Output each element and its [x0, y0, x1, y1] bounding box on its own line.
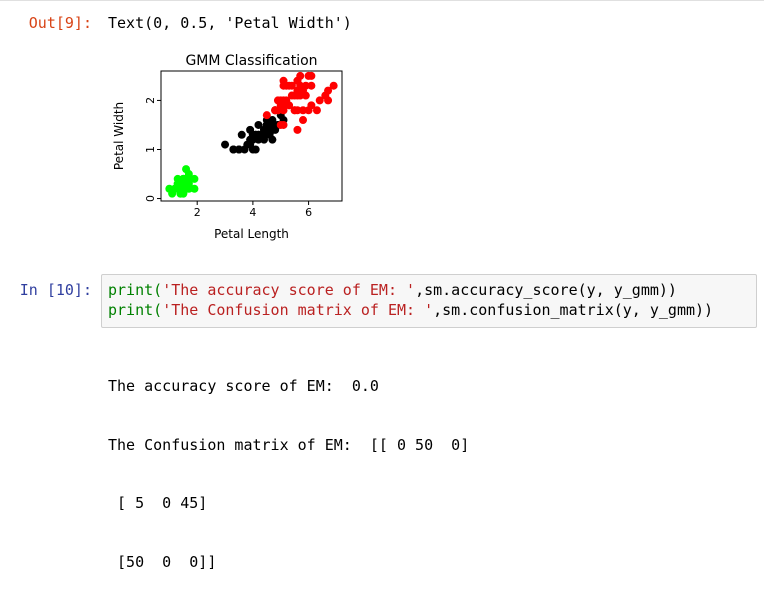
cell-divider: [0, 0, 764, 1]
y-tick-label: 2: [144, 97, 157, 104]
data-point: [237, 130, 246, 139]
stdout-line: The accuracy score of EM: 0.0: [108, 377, 379, 395]
data-point: [279, 120, 288, 129]
x-tick-label: 6: [305, 206, 312, 219]
data-point: [299, 116, 308, 125]
data-point: [299, 106, 308, 115]
data-point: [234, 145, 243, 154]
data-point: [307, 81, 316, 90]
data-point: [257, 130, 266, 139]
data-point: [265, 125, 274, 134]
data-point: [182, 165, 191, 174]
x-tick-label: 2: [194, 206, 201, 219]
print-keyword: print(: [108, 281, 163, 299]
data-point: [251, 130, 260, 139]
code-cell[interactable]: print('The accuracy score of EM: ',sm.ac…: [101, 274, 757, 328]
data-point: [287, 81, 296, 90]
data-point: [262, 111, 271, 120]
data-point: [240, 145, 249, 154]
data-point: [315, 96, 324, 105]
data-point: [190, 184, 199, 193]
data-point: [190, 174, 199, 183]
code-line-2: print('The Confusion matrix of EM: ',sm.…: [108, 300, 713, 320]
y-tick-label: 1: [144, 146, 157, 153]
y-tick-label: 0: [144, 195, 157, 202]
stdout-line: [50 0 0]]: [108, 552, 217, 571]
string-literal: 'The accuracy score of EM: ': [162, 281, 416, 299]
code-rest: ,sm.confusion_matrix(y, y_gmm)): [433, 301, 714, 319]
data-point: [324, 96, 333, 105]
print-keyword: print(: [108, 301, 163, 319]
data-point: [229, 145, 238, 154]
data-point: [293, 125, 302, 134]
x-axis-label: Petal Length: [214, 227, 289, 241]
data-point: [176, 184, 185, 193]
data-point: [290, 106, 299, 115]
data-point: [307, 71, 316, 80]
string-literal: 'The Confusion matrix of EM: ': [162, 301, 434, 319]
data-point: [221, 140, 230, 149]
data-point: [282, 81, 291, 90]
input-prompt: In [10]:: [19, 281, 92, 299]
stdout-line: [ 5 0 45]: [108, 494, 208, 512]
data-point: [254, 120, 263, 129]
data-point: [324, 86, 333, 95]
code-rest: ,sm.accuracy_score(y, y_gmm)): [415, 281, 677, 299]
data-point: [301, 81, 310, 90]
output-prompt: Out[9]:: [28, 14, 92, 32]
data-point: [251, 145, 260, 154]
data-point: [268, 135, 277, 144]
data-point: [293, 86, 302, 95]
data-point: [312, 106, 321, 115]
stdout-output: The accuracy score of EM: 0.0 The Confus…: [108, 338, 469, 592]
x-tick-label: 4: [249, 206, 256, 219]
data-point: [307, 101, 316, 110]
scatter-chart: 2 4 6 0 1 2 GMM Classification Petal Length P…: [112, 53, 343, 241]
output-text: Text(0, 0.5, 'Petal Width'): [108, 14, 352, 32]
y-axis-label: Petal Width: [112, 102, 126, 170]
stdout-line: The Confusion matrix of EM: [[ 0 50 0]: [108, 435, 470, 454]
data-point: [282, 96, 291, 105]
data-point: [287, 91, 296, 100]
code-line-1: print('The accuracy score of EM: ',sm.ac…: [108, 280, 677, 300]
data-point: [329, 81, 338, 90]
data-point: [165, 184, 174, 193]
data-point: [279, 106, 288, 115]
data-point: [271, 106, 280, 115]
chart-title: GMM Classification: [185, 53, 317, 69]
data-point: [296, 71, 305, 80]
